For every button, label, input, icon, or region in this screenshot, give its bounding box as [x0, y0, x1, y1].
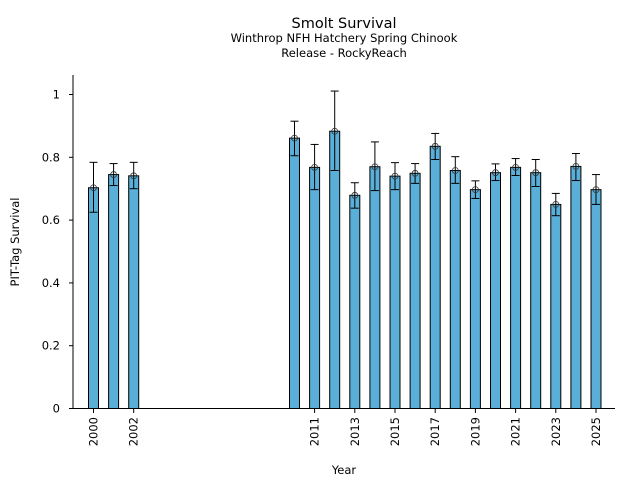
x-tick-label: 2019 [468, 417, 482, 446]
bar-2018 [449, 169, 461, 409]
bar-2021 [510, 166, 522, 409]
point-marker-2020 [492, 169, 499, 177]
point-marker-2011 [311, 163, 319, 171]
bar-2025 [590, 189, 602, 409]
x-tick-label: 2013 [348, 417, 362, 446]
bar-2023 [550, 203, 562, 409]
point-marker-2015 [391, 172, 399, 180]
x-tick-label: 2021 [509, 417, 523, 446]
y-tick-label: 0.4 [42, 276, 60, 290]
point-marker-2021 [512, 163, 519, 171]
point-marker-2024 [572, 163, 580, 170]
bar-2002 [128, 175, 140, 409]
bar-2013 [349, 194, 361, 409]
x-tick-label: 2011 [308, 417, 322, 446]
point-marker-2025 [592, 186, 600, 194]
x-ticks-group: 2000 2002 2011 2013 2015 2017 2019 2021 2023 2025 [87, 408, 603, 446]
bars-group [88, 130, 602, 409]
y-tick-label: 1 [53, 88, 60, 102]
bar-2014 [369, 166, 381, 409]
bar-2017 [429, 145, 441, 409]
point-marker-2023 [552, 200, 560, 208]
point-marker-2000 [90, 184, 97, 192]
point-marker-2010 [291, 134, 298, 142]
x-tick-label: 2015 [388, 417, 402, 446]
point-marker-2019 [471, 186, 479, 194]
x-tick-label: 2023 [549, 417, 563, 446]
y-axis-label: PIT-Tag Survival [8, 198, 22, 287]
y-ticks-group: 0 0.2 0.4 0.6 0.8 1 [42, 88, 73, 416]
y-tick-label: 0 [53, 402, 60, 416]
point-marker-2017 [431, 142, 439, 150]
x-tick-label: 2002 [127, 417, 141, 446]
error-bars-group [89, 90, 600, 217]
point-marker-2014 [371, 163, 379, 171]
x-axis-label: Year [331, 463, 357, 477]
y-tick-label: 0.8 [42, 150, 60, 164]
point-marker-2013 [351, 191, 359, 199]
point-marker-2002 [130, 172, 138, 180]
chart-subtitle-line-2: Release - RockyReach [281, 46, 407, 60]
point-marker-2016 [411, 169, 419, 177]
point-marker-2018 [451, 167, 459, 174]
point-marker-2012 [331, 127, 339, 135]
bar-2012 [329, 130, 341, 409]
bar-2022 [530, 172, 542, 409]
point-marker-2001 [110, 171, 117, 178]
chart-title: Smolt Survival [292, 16, 397, 32]
bar-2000 [88, 187, 99, 409]
bar-2015 [389, 175, 401, 409]
x-tick-label: 2000 [87, 417, 101, 446]
bar-2011 [309, 166, 321, 409]
bar-2001 [108, 174, 120, 409]
point-marker-2022 [532, 169, 540, 177]
bar-2019 [469, 189, 481, 409]
chart-subtitle-line-1: Winthrop NFH Hatchery Spring Chinook [231, 31, 458, 45]
x-tick-label: 2017 [428, 417, 442, 446]
bar-2020 [490, 172, 501, 409]
y-tick-label: 0.2 [42, 339, 60, 353]
x-tick-label: 2025 [589, 417, 603, 446]
bar-2016 [409, 172, 421, 409]
bar-2024 [570, 165, 582, 409]
bar-2010 [289, 137, 300, 409]
y-tick-label: 0.6 [42, 213, 60, 227]
